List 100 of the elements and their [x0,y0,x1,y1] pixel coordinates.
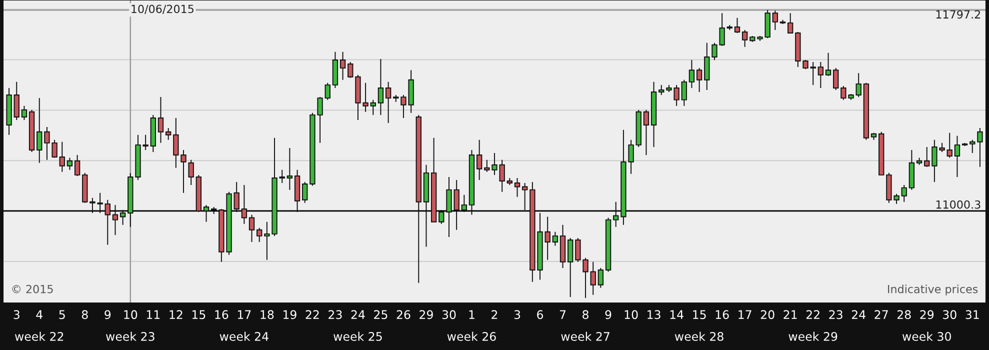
x-tick-label: 22 [806,310,820,319]
text: week 30 [902,332,951,341]
x-tick-label: 19 [283,310,296,320]
candlestick [970,139,976,154]
candlestick [658,84,664,96]
candlestick [468,150,475,216]
candlestick [514,177,520,198]
candlestick [924,146,930,168]
x-tick-label: 17 [738,310,752,319]
candlestick [128,172,134,228]
candlestick [560,224,566,268]
candlestick [856,72,862,98]
candlestick [590,261,596,296]
candlestick [340,51,346,80]
candlestick [385,81,392,124]
x-tick-label: 15 [192,310,206,320]
ref-line-label: 11000.3 [936,200,980,209]
candlestick [544,216,550,260]
x-tick-label: 25 [374,310,388,320]
x-tick-label: 16 [215,310,228,320]
candlestick [416,114,422,284]
x-tick-label: 15 [693,310,706,320]
candlestick [818,62,824,88]
candlestick [256,227,262,242]
ref-line-label: 10/06/2015 [132,4,194,14]
candlestick [14,81,20,120]
candlestick [370,99,376,116]
candlestick [378,58,384,116]
candlestick [977,128,983,168]
candlestick [66,157,73,170]
candlestick [946,132,952,158]
candlestick [681,79,687,106]
candlestick [688,60,695,88]
candlestick [704,42,710,90]
x-tick-label: 24 [351,310,365,319]
candlestick [461,194,467,212]
candlestick [165,128,172,140]
candlestick [643,109,650,156]
candlestick [568,237,574,298]
candlestick [248,214,255,242]
candlestick [196,174,202,212]
x-tick-label: 21 [784,310,797,319]
candlestick [901,184,907,202]
candlestick [203,204,210,222]
x-tick-label: 28 [897,310,911,320]
x-tick-label: 5 [59,310,65,320]
x-tick-label: 27 [874,310,888,319]
x-tick-label: 3 [514,310,520,320]
x-tick-label: 26 [396,310,410,320]
candlestick [833,68,839,90]
text: week 27 [561,332,610,341]
x-tick-label: 12 [170,310,182,319]
x-tick-label: 9 [104,310,111,320]
candlestick [916,157,922,166]
x-tick-label: 29 [920,310,934,320]
candlestick [6,87,12,136]
candlestick [82,172,88,204]
candlestick [636,109,642,148]
candlestick [696,68,702,92]
x-tick-label: 3 [14,310,20,320]
candlestick [954,135,960,178]
text: week 26 [447,332,496,341]
candlestick [332,51,338,88]
x-tick-label: 24 [852,310,866,319]
candlestick [787,12,794,34]
x-tick-label: 16 [716,310,729,320]
x-tick-label: 13 [648,310,660,320]
x-tick-label: 18 [260,310,274,320]
x-tick-label: 30 [442,310,456,320]
x-tick-label: 10 [124,310,138,320]
x-tick-label: 23 [829,310,842,320]
candlestick [863,82,870,140]
x-tick-label: 11 [146,310,160,319]
candlestick [302,182,308,204]
candlestick [742,30,748,48]
text: week 25 [334,332,382,341]
text: week 23 [106,332,154,341]
candlestick [234,182,240,212]
candlestick [112,204,118,236]
candlestick [430,137,437,222]
x-tick-label: 20 [760,310,774,320]
candlestick [750,36,756,42]
candlestick [423,164,430,248]
x-tick-label: 10 [624,310,638,320]
text: week 24 [220,332,268,341]
x-tick-label: 2 [492,310,498,319]
x-tick-label: 8 [582,310,588,320]
candlestick [28,109,35,152]
x-tick-label: 1 [469,310,474,319]
candlestick [726,24,732,30]
candlestick [74,154,80,176]
x-tick-label: 22 [306,310,319,319]
candlestick [21,105,28,120]
candlestick [158,96,164,144]
candlestick [962,142,968,146]
x-tick-label: 31 [966,310,979,320]
candlestick [506,177,513,186]
candlestick [211,206,217,214]
candlestick [780,19,786,24]
candlestick [348,62,354,78]
